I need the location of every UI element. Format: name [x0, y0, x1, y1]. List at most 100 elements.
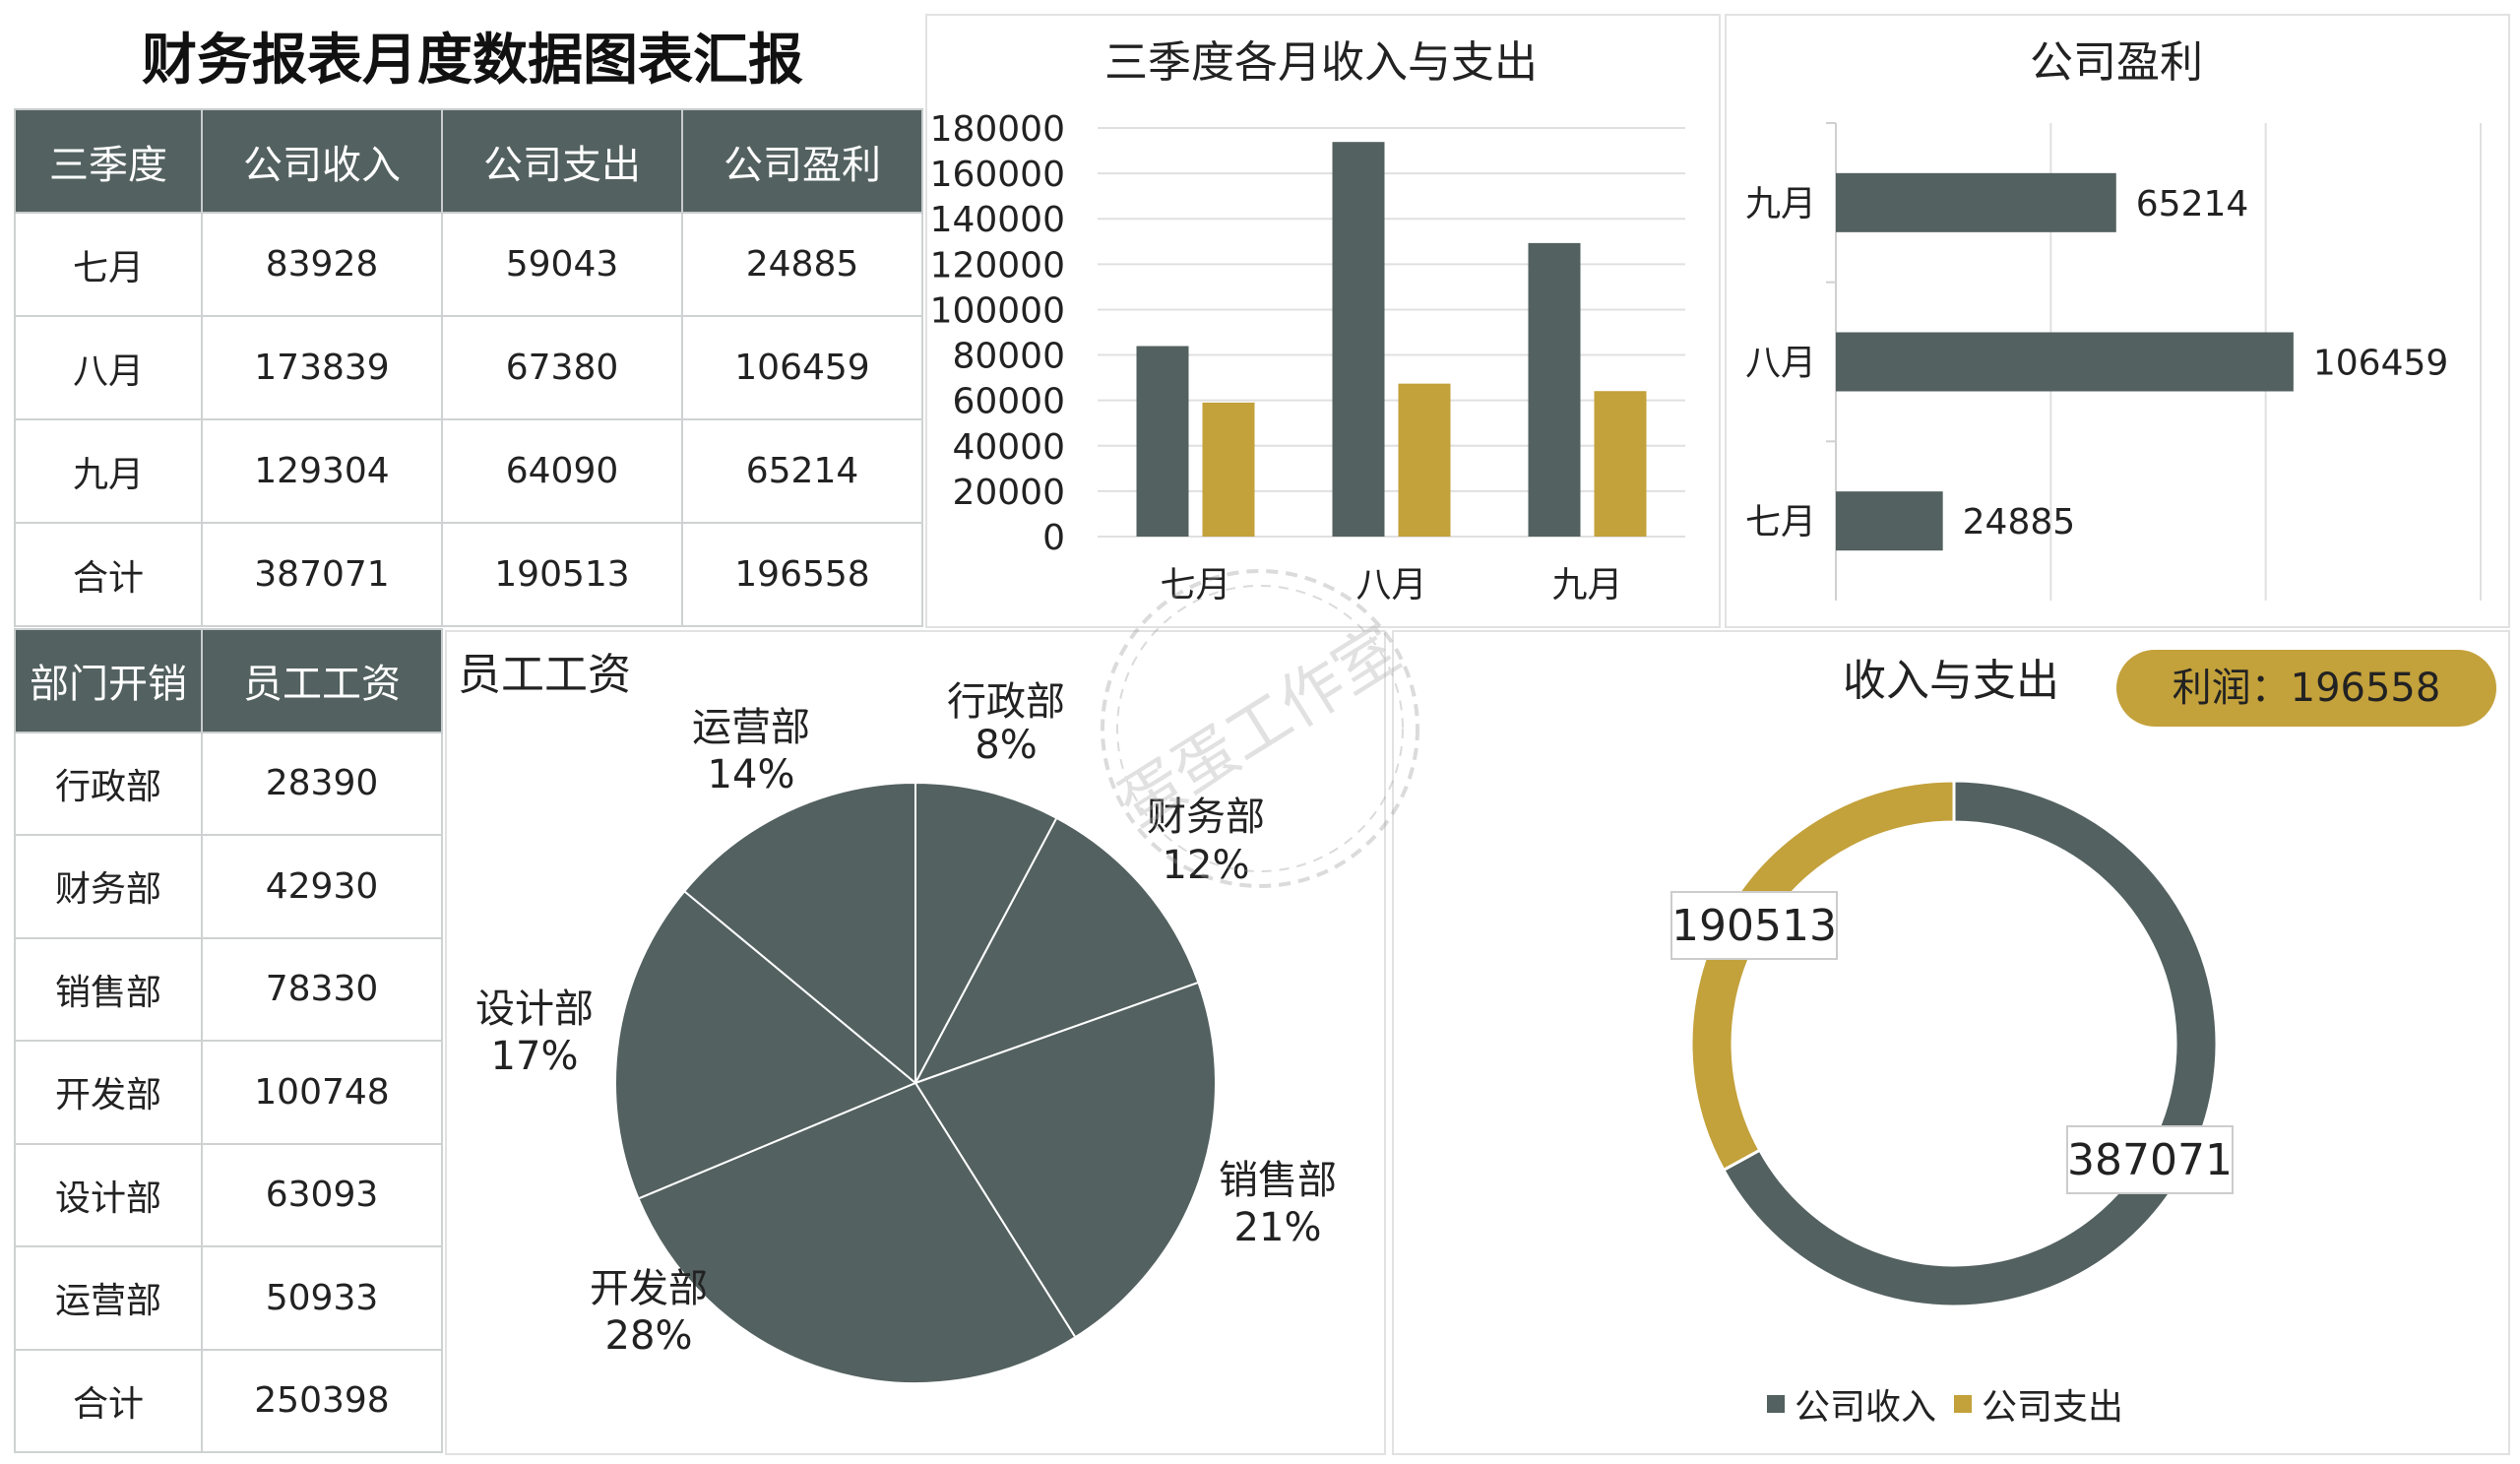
table-row: 设计部 63093 [14, 1142, 443, 1247]
dept-cell: 100748 [201, 1040, 443, 1145]
quarter-cell: 67380 [441, 315, 683, 420]
pie-slice-label: 行政部 [947, 679, 1065, 725]
table-row: 运营部 50933 [14, 1245, 443, 1351]
hbar-value-label: 24885 [1963, 502, 2076, 542]
bar-mark [1136, 346, 1189, 537]
quarter-table: 三季度 公司收入 公司支出 公司盈利 七月 83928 59043 24885 八月 173839… [14, 108, 923, 627]
pie-slice [913, 816, 1200, 1085]
donut-value-label: 190513 [1671, 901, 1837, 951]
dept-cell: 250398 [201, 1348, 443, 1453]
quarter-cell: 59043 [441, 212, 683, 317]
income-expense-panel [925, 14, 1721, 628]
dept-cell: 42930 [201, 834, 443, 939]
pie-slice [914, 781, 1058, 1084]
quarter-cell: 129304 [201, 418, 443, 524]
quarter-cell: 七月 [14, 212, 203, 317]
pie-slice-percent: 12% [1163, 843, 1250, 888]
dept-header-cell: 员工工资 [201, 628, 443, 733]
pie-slice-label: 运营部 [692, 705, 810, 750]
bar-xtick-label: 九月 [1551, 565, 1622, 605]
hbar-category-label: 八月 [1745, 344, 1816, 384]
dept-cell: 财务部 [14, 834, 203, 939]
legend-label: 公司收入 [1795, 1387, 1937, 1428]
donut-panel [1392, 630, 2510, 1455]
dept-cell: 设计部 [14, 1142, 203, 1247]
bar-mark [1528, 242, 1581, 537]
dept-cell: 开发部 [14, 1040, 203, 1145]
quarter-header-cell: 三季度 [14, 108, 203, 214]
legend-swatch [1954, 1395, 1973, 1413]
bar-ytick-label: 180000 [930, 109, 1065, 150]
dept-cell: 63093 [201, 1142, 443, 1247]
pie-slice [682, 781, 916, 1086]
bar-chart-title: 三季度各月收入与支出 [1104, 37, 1538, 88]
pie-slice-label: 销售部 [1219, 1158, 1337, 1203]
quarter-cell: 合计 [14, 522, 203, 627]
donut-segment [1721, 779, 2219, 1308]
table-row: 销售部 78330 [14, 936, 443, 1042]
quarter-cell: 24885 [681, 212, 923, 317]
dept-header-cell: 部门开销 [14, 628, 203, 733]
hbar-value-label: 106459 [2313, 344, 2448, 384]
bar-ytick-label: 120000 [930, 245, 1065, 286]
table-row: 行政部 28390 [14, 731, 443, 836]
quarter-header-row: 三季度 公司收入 公司支出 公司盈利 [14, 108, 923, 214]
quarter-cell: 196558 [681, 522, 923, 627]
hbar-mark [1836, 332, 2294, 392]
pie-slice-percent: 8% [975, 723, 1037, 768]
profit-badge: 利润：196558 [2116, 650, 2496, 727]
bar-xtick-label: 八月 [1355, 565, 1426, 605]
bar-ytick-label: 20000 [952, 473, 1065, 513]
hbar-mark [1836, 491, 1943, 551]
quarter-header-cell: 公司收入 [201, 108, 443, 214]
pie-slice-label: 设计部 [475, 987, 594, 1032]
pie-slice-percent: 17% [491, 1034, 579, 1079]
donut-value-box [2066, 1125, 2234, 1194]
legend-item: 公司支出 [1954, 1378, 2123, 1430]
pie-slice [914, 981, 1217, 1339]
donut-segment [1689, 779, 1956, 1173]
quarter-cell: 65214 [681, 418, 923, 524]
table-row: 七月 83928 59043 24885 [14, 212, 923, 317]
table-row: 开发部 100748 [14, 1040, 443, 1145]
donut-value-label: 387071 [2067, 1135, 2233, 1185]
dept-cell: 78330 [201, 936, 443, 1042]
pie-slice [614, 889, 917, 1200]
page-title: 财务报表月度数据图表汇报 [142, 29, 803, 93]
legend-label: 公司支出 [1982, 1387, 2124, 1428]
table-row: 九月 129304 64090 65214 [14, 418, 923, 524]
salary-chart-title: 员工工资 [458, 650, 631, 700]
table-row: 八月 173839 67380 106459 [14, 315, 923, 420]
pie-slice-percent: 21% [1234, 1205, 1322, 1250]
bar-ytick-label: 0 [1042, 518, 1065, 558]
dept-cell: 合计 [14, 1348, 203, 1453]
hbar-mark [1836, 172, 2116, 232]
bar-mark [1398, 383, 1451, 537]
bar-mark [1202, 402, 1255, 537]
quarter-cell: 64090 [441, 418, 683, 524]
quarter-cell: 83928 [201, 212, 443, 317]
quarter-cell: 173839 [201, 315, 443, 420]
dept-cell: 行政部 [14, 731, 203, 836]
pie-slice-label: 开发部 [590, 1266, 708, 1311]
bar-xtick-label: 七月 [1160, 565, 1230, 605]
legend-swatch [1767, 1395, 1785, 1413]
pie-slice [637, 1081, 1077, 1384]
hbar-category-label: 九月 [1745, 184, 1816, 224]
dept-cell: 50933 [201, 1245, 443, 1351]
bar-ytick-label: 100000 [930, 290, 1065, 331]
donut-chart-title: 收入与支出 [1843, 656, 2059, 706]
hbar-category-label: 七月 [1745, 502, 1816, 542]
table-row: 财务部 42930 [14, 834, 443, 939]
quarter-header-cell: 公司支出 [441, 108, 683, 214]
quarter-header-cell: 公司盈利 [681, 108, 923, 214]
quarter-cell: 106459 [681, 315, 923, 420]
dept-header-row: 部门开销 员工工资 [14, 628, 443, 733]
donut-legend: 公司收入 公司支出 [1767, 1376, 2141, 1432]
donut-value-box [1670, 891, 1838, 960]
dept-cell: 28390 [201, 731, 443, 836]
dept-cell: 销售部 [14, 936, 203, 1042]
bar-ytick-label: 80000 [952, 337, 1065, 377]
quarter-cell: 190513 [441, 522, 683, 627]
